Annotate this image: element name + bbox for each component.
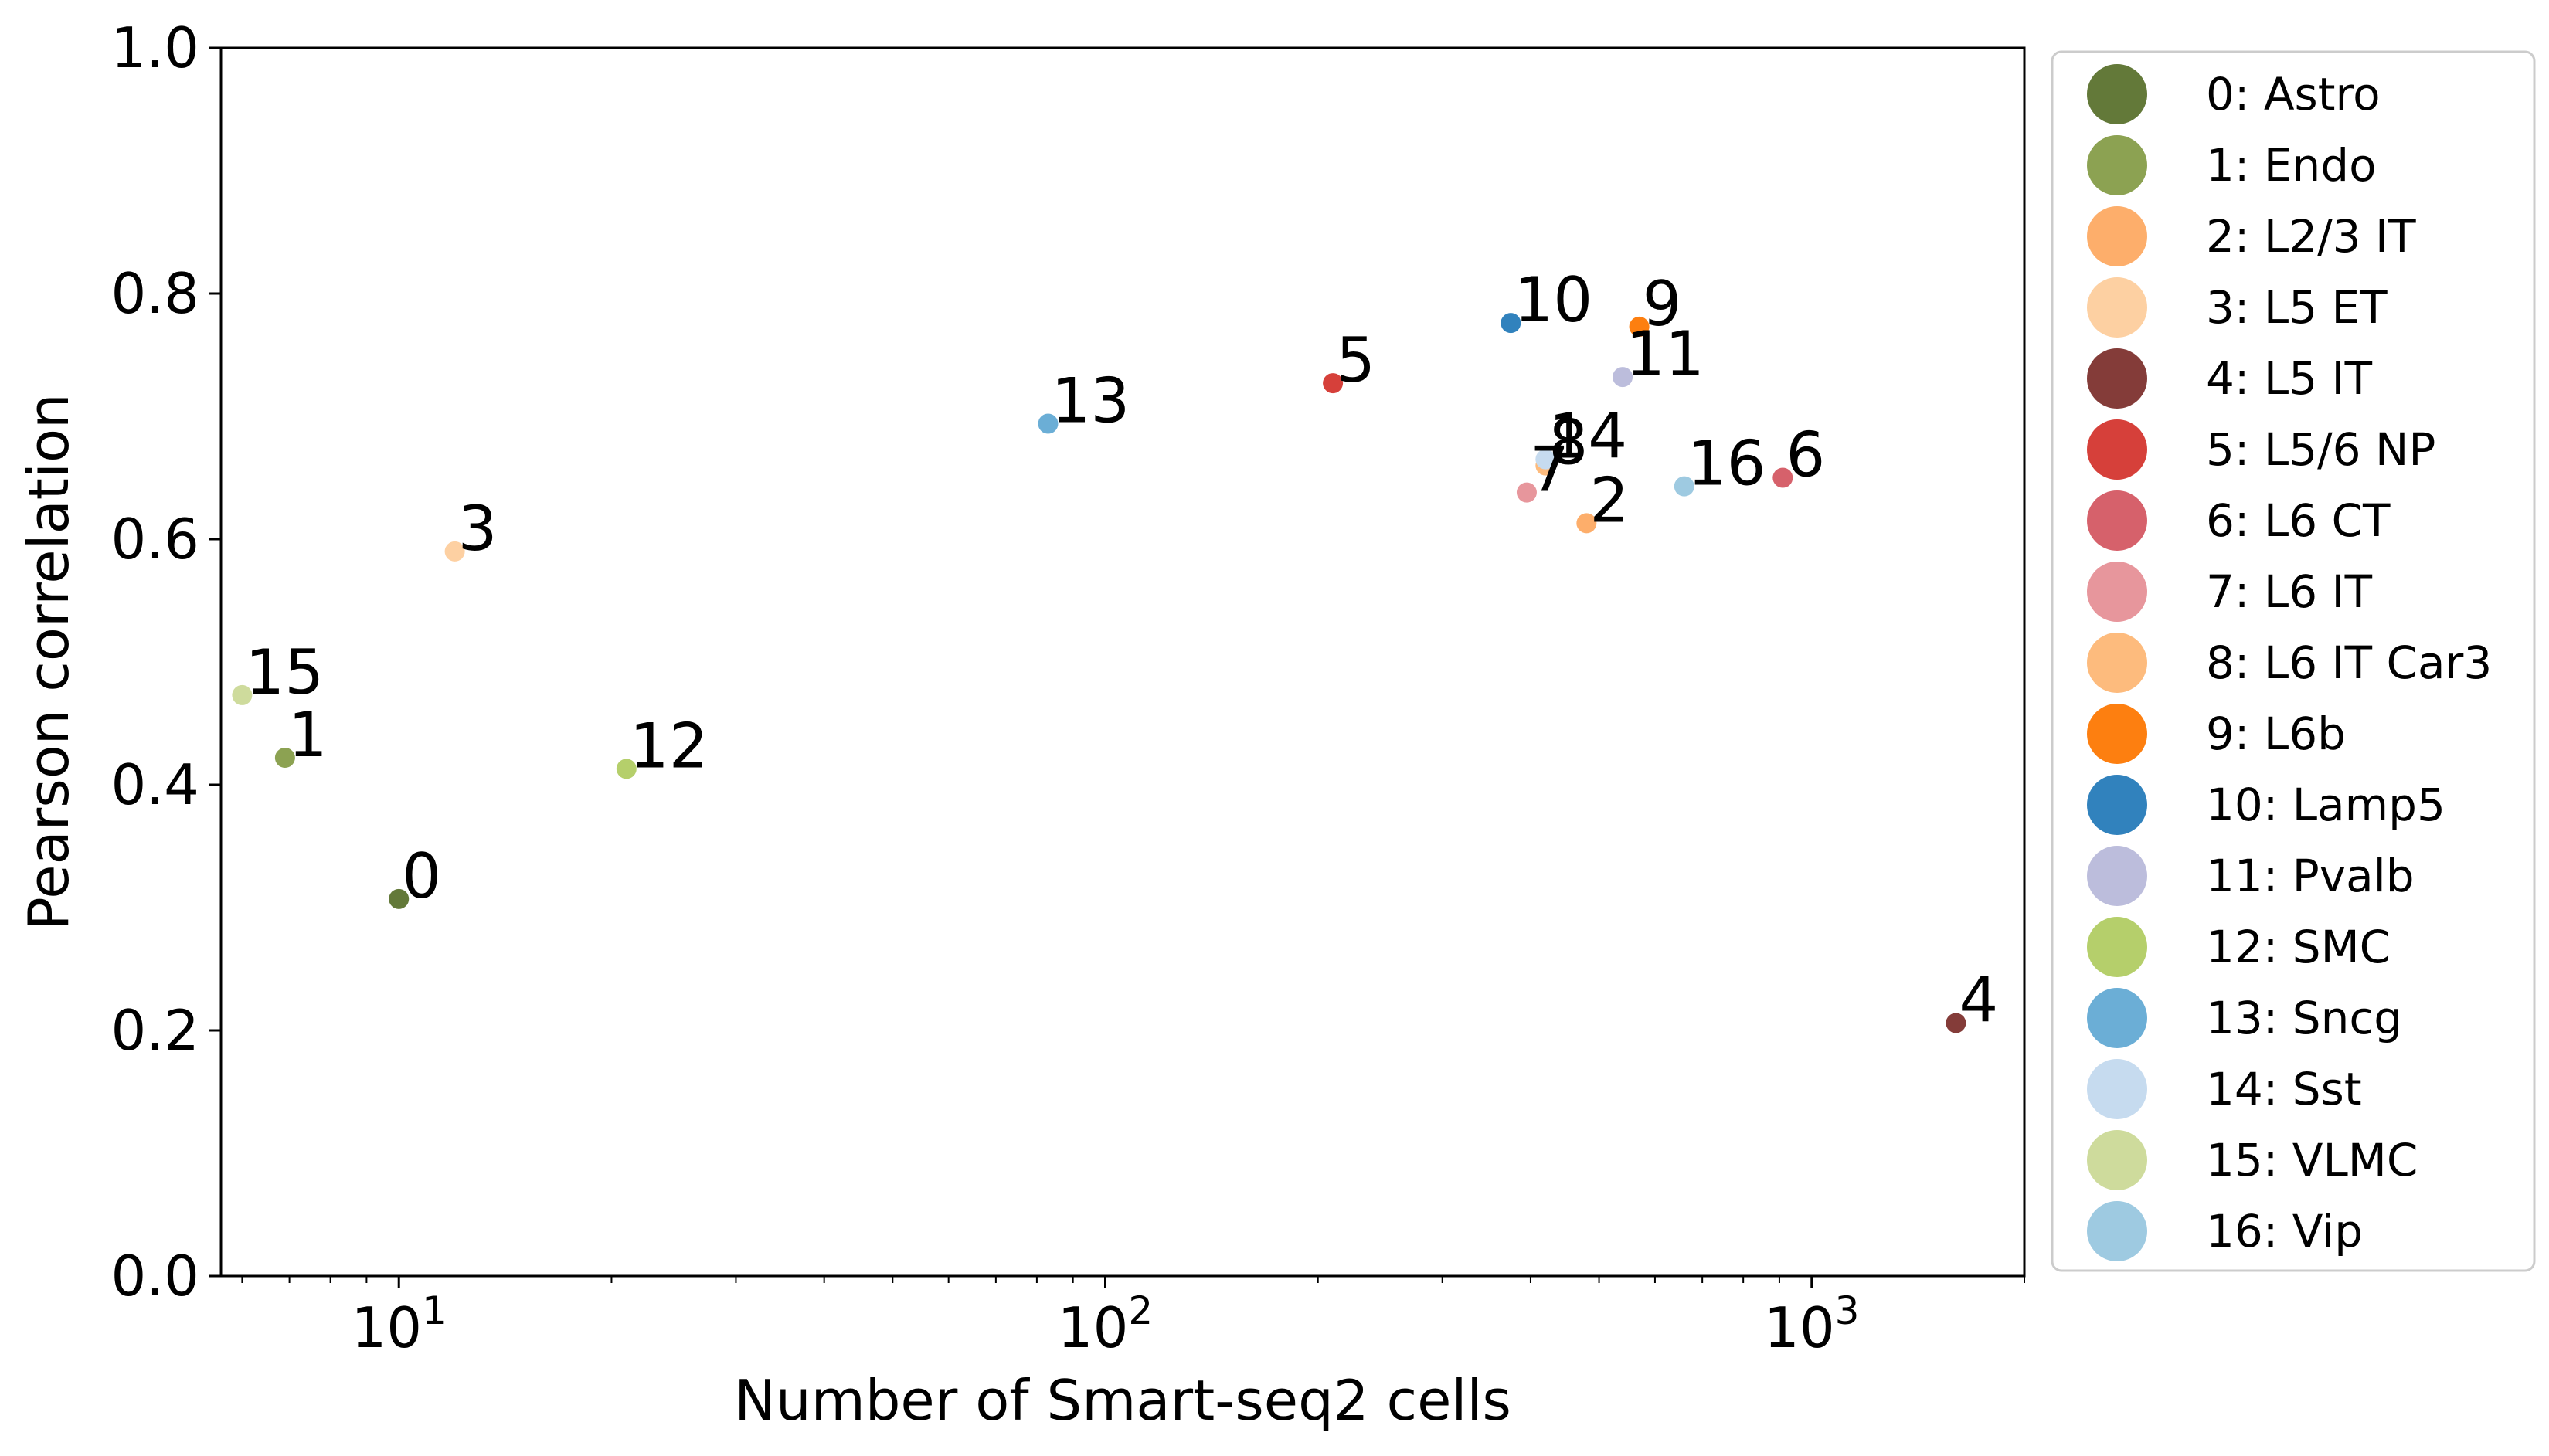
x-axis-label: Number of Smart-seq2 cells [734, 1368, 1511, 1433]
data-point-label: 10 [1514, 264, 1592, 336]
data-point-label: 12 [630, 710, 709, 782]
legend-label: 6: L6 CT [2206, 494, 2391, 547]
legend-marker [2087, 633, 2147, 693]
legend-label: 12: SMC [2206, 921, 2391, 973]
legend-marker [2087, 1130, 2147, 1190]
legend-marker [2087, 1059, 2147, 1119]
x-axis: 101 102 103 Number of Smart-seq2 cells [241, 1276, 2025, 1433]
data-point-label: 5 [1336, 324, 1375, 396]
x-tick-label: 103 [1764, 1288, 1859, 1360]
legend-label: 11: Pvalb [2206, 850, 2415, 902]
legend-label: 14: Sst [2206, 1063, 2362, 1115]
legend-label: 4: L5 IT [2206, 352, 2373, 405]
data-point-label: 2 [1589, 464, 1629, 536]
data-point-label: 9 [1643, 268, 1682, 340]
data-point-label: 13 [1052, 365, 1130, 437]
data-point [232, 684, 253, 705]
data-point [444, 541, 465, 562]
legend-frame [2051, 50, 2536, 1272]
data-point-label: 6 [1786, 419, 1825, 491]
y-tick-label: 1.0 [110, 15, 199, 80]
data-point [1576, 513, 1597, 534]
data-point-label: 0 [402, 840, 441, 912]
data-point-label: 1 [288, 699, 328, 771]
legend-label: 10: Lamp5 [2206, 779, 2445, 831]
data-point-label: 4 [1959, 964, 1998, 1036]
data-point [1323, 373, 1344, 394]
x-tick-label: 102 [1058, 1288, 1153, 1360]
legend-label: 1: Endo [2206, 139, 2377, 192]
data-point [616, 759, 637, 779]
x-tick-label: 101 [352, 1288, 447, 1360]
legend-label: 8: L6 IT Car3 [2206, 636, 2492, 689]
data-point [1629, 316, 1650, 337]
legend-marker [2087, 775, 2147, 835]
data-point-label: 8 [1548, 407, 1588, 479]
legend-marker [2087, 490, 2147, 551]
legend-marker [2087, 348, 2147, 409]
legend-marker [2087, 419, 2147, 480]
legend-items: 0: Astro 1: Endo 2: L2/3 IT 3: L5 ET 4: L5 I… [2087, 64, 2492, 1261]
legend-label: 13: Sncg [2206, 992, 2402, 1044]
data-point [1613, 367, 1633, 388]
legend-marker [2087, 1201, 2147, 1261]
data-point-label: 7 [1530, 434, 1569, 506]
legend-label: 15: VLMC [2206, 1134, 2418, 1186]
legend-marker [2087, 704, 2147, 764]
legend-label: 9: L6b [2206, 708, 2346, 760]
legend-label: 0: Astro [2206, 68, 2381, 120]
legend-marker [2087, 206, 2147, 266]
legend-marker [2087, 917, 2147, 977]
x-ticks: 101 102 103 [241, 1276, 2025, 1360]
y-tick-label: 0.0 [110, 1244, 199, 1308]
data-point [1038, 413, 1059, 434]
y-tick-label: 0.2 [110, 998, 199, 1063]
y-axis: 0.0 0.2 0.4 0.6 0.8 1.0 Pearson correlation [16, 15, 221, 1308]
data-point [1501, 313, 1521, 334]
y-tick-label: 0.6 [110, 507, 199, 572]
data-point-label: 14 [1548, 401, 1627, 473]
legend: 0: Astro 1: Endo 2: L2/3 IT 3: L5 ET 4: L5 I… [2051, 50, 2536, 1272]
y-tick-label: 0.4 [110, 752, 199, 817]
data-point-label: 11 [1626, 318, 1704, 390]
data-point-label: 15 [245, 636, 324, 708]
data-points [232, 313, 1966, 1033]
data-point [1772, 467, 1793, 488]
y-ticks: 0.0 0.2 0.4 0.6 0.8 1.0 [110, 15, 221, 1308]
y-tick-label: 0.8 [110, 261, 199, 326]
data-point [1535, 449, 1556, 470]
legend-marker [2087, 988, 2147, 1048]
legend-marker [2087, 64, 2147, 124]
legend-label: 3: L5 ET [2206, 281, 2388, 334]
legend-marker [2087, 846, 2147, 906]
data-point-label: 3 [458, 493, 498, 565]
legend-marker [2087, 135, 2147, 195]
data-point [1516, 482, 1537, 503]
legend-label: 2: L2/3 IT [2206, 210, 2416, 263]
data-point-label: 16 [1687, 428, 1766, 500]
plot-frame [219, 46, 2026, 1278]
legend-label: 7: L6 IT [2206, 565, 2373, 618]
data-point [389, 888, 410, 909]
data-point [274, 748, 295, 769]
legend-marker [2087, 277, 2147, 338]
data-point [1946, 1013, 1966, 1033]
legend-label: 5: L5/6 NP [2206, 423, 2435, 476]
legend-marker [2087, 562, 2147, 622]
data-point [1674, 476, 1694, 497]
y-axis-label: Pearson correlation [16, 393, 81, 930]
legend-label: 16: Vip [2206, 1205, 2363, 1257]
